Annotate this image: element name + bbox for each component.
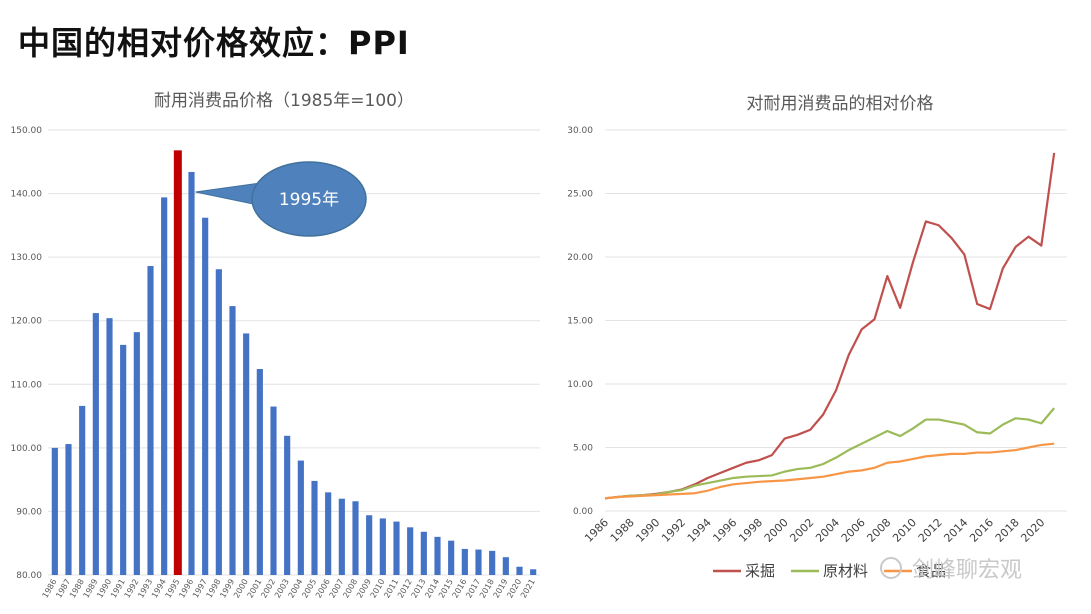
right-x-tick-label: 1990 xyxy=(633,516,662,545)
bar-2012 xyxy=(407,527,414,575)
callout-bubble xyxy=(251,161,367,237)
callout-text: 1995年 xyxy=(279,190,339,210)
right-x-tick-label: 1996 xyxy=(710,516,739,545)
bar-2009 xyxy=(366,515,373,575)
right-x-tick-label: 2014 xyxy=(941,516,970,545)
right-y-tick-label: 5.00 xyxy=(573,444,593,454)
right-x-tick-label: 2000 xyxy=(762,516,791,545)
legend-label-原材料: 原材料 xyxy=(823,562,868,580)
right-y-tick-label: 15.00 xyxy=(567,317,593,327)
bar-2007 xyxy=(338,498,345,575)
bar-2006 xyxy=(325,492,332,575)
right-x-tick-label: 1988 xyxy=(608,516,637,545)
left-chart-title: 耐用消费品价格（1985年=100） xyxy=(154,91,414,111)
bar-2003 xyxy=(284,435,291,575)
bar-1996 xyxy=(188,171,195,575)
right-chart-title: 对耐用消费品的相对价格 xyxy=(747,94,934,114)
bar-1997 xyxy=(202,217,209,575)
right-y-tick-label: 20.00 xyxy=(567,253,593,263)
right-x-tick-label: 2004 xyxy=(813,516,842,545)
bar-1992 xyxy=(133,332,140,575)
bar-1986 xyxy=(51,447,58,575)
bar-1999 xyxy=(229,306,236,575)
right-y-tick-label: 0.00 xyxy=(573,507,593,517)
series-line-食品 xyxy=(604,442,1055,500)
bar-2005 xyxy=(311,480,318,575)
right-y-tick-label: 30.00 xyxy=(567,126,593,136)
right-x-tick-label: 2010 xyxy=(890,516,919,545)
bar-2021 xyxy=(530,569,537,575)
right-x-tick-label: 2016 xyxy=(967,516,996,545)
right-x-tick-label: 2012 xyxy=(916,516,945,545)
bar-2016 xyxy=(461,548,468,575)
bar-2000 xyxy=(243,333,250,575)
watermark: 剑峰聊宏观 xyxy=(880,552,1022,584)
bar-1991 xyxy=(120,344,127,575)
right-x-tick-label: 2018 xyxy=(993,516,1022,545)
left-y-tick-label: 80.00 xyxy=(16,571,42,581)
bar-2013 xyxy=(420,531,427,575)
right-x-tick-label: 2020 xyxy=(1018,516,1047,545)
left-y-tick-label: 90.00 xyxy=(16,507,42,517)
bar-1987 xyxy=(65,444,72,575)
left-y-tick-label: 110.00 xyxy=(11,380,43,390)
bar-2014 xyxy=(434,536,441,575)
bar-2011 xyxy=(393,521,400,575)
right-x-tick-label: 2006 xyxy=(839,516,868,545)
series-line-原材料 xyxy=(604,407,1056,500)
left-bar-chart: 耐用消费品价格（1985年=100） 80.00 90.00 100.00 110.00… xyxy=(11,91,540,600)
bar-2010 xyxy=(379,518,386,575)
bar-2004 xyxy=(297,460,304,575)
series-line-采掘 xyxy=(604,152,1056,500)
watermark-text: 剑峰聊宏观 xyxy=(912,558,1023,583)
left-y-tick-label: 100.00 xyxy=(11,444,43,454)
right-line-chart: 对耐用消费品的相对价格 0.00 5.00 10.00 15.00 20.00 25.00 3… xyxy=(567,94,1067,580)
right-x-tick-label: 2002 xyxy=(787,516,816,545)
right-y-tick-label: 25.00 xyxy=(567,190,593,200)
left-x-tick-label: 2021 xyxy=(519,578,537,600)
bar-2017 xyxy=(475,549,482,575)
bar-1990 xyxy=(106,318,113,575)
left-y-tick-label: 150.00 xyxy=(11,126,43,136)
bar-highlight-1995 xyxy=(173,150,182,575)
left-y-tick-label: 140.00 xyxy=(11,190,43,200)
right-x-tick-label: 2008 xyxy=(864,516,893,545)
right-x-tick-label: 1986 xyxy=(582,516,611,545)
legend-label-食品: 食品 xyxy=(916,562,946,580)
bar-2018 xyxy=(489,550,496,575)
left-y-tick-label: 130.00 xyxy=(11,253,43,263)
callout-pointer xyxy=(195,182,261,206)
bar-2020 xyxy=(516,566,523,575)
bar-2002 xyxy=(270,406,277,575)
bar-1988 xyxy=(79,405,86,575)
legend-label-采掘: 采掘 xyxy=(745,562,775,580)
bar-1994 xyxy=(161,197,168,575)
bar-1989 xyxy=(92,313,99,575)
wechat-icon xyxy=(880,557,902,579)
bar-1993 xyxy=(147,266,154,575)
right-y-tick-label: 10.00 xyxy=(567,380,593,390)
bar-2019 xyxy=(502,557,509,575)
left-y-tick-label: 120.00 xyxy=(11,317,43,327)
slide-title: 中国的相对价格效应：PPI xyxy=(18,24,410,62)
right-x-tick-label: 1994 xyxy=(685,516,714,545)
right-x-tick-label: 1992 xyxy=(659,516,688,545)
bar-1998 xyxy=(215,269,222,575)
bar-2008 xyxy=(352,501,359,575)
right-x-tick-label: 1998 xyxy=(736,516,765,545)
bar-2015 xyxy=(448,540,455,575)
bar-2001 xyxy=(256,369,263,575)
